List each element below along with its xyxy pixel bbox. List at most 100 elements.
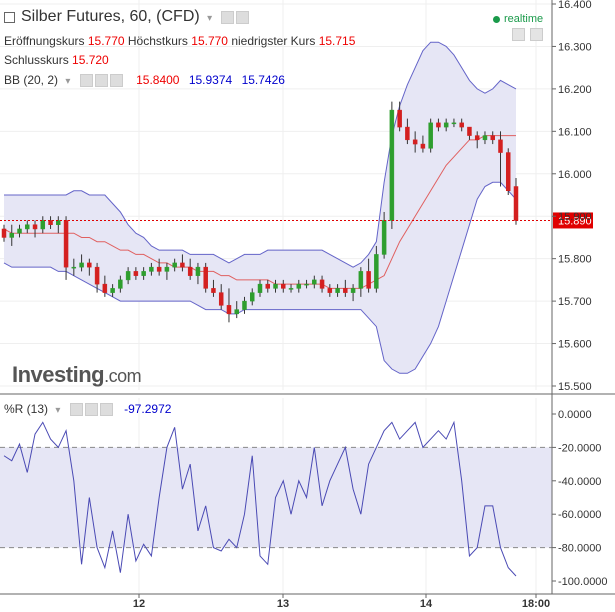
open-value: 15.770 xyxy=(87,34,125,48)
bb-band-fill xyxy=(4,42,516,374)
candle-down xyxy=(319,279,325,289)
open-label: Eröffnungskurs xyxy=(4,34,85,48)
candle-down xyxy=(436,122,441,128)
candle-up xyxy=(79,262,84,268)
candle-down xyxy=(48,220,53,225)
candle-up xyxy=(288,288,294,290)
candle-down xyxy=(498,139,503,153)
williams-r-panel xyxy=(0,420,552,577)
candle-up xyxy=(9,232,15,238)
candles xyxy=(0,101,552,323)
bb-lower-line xyxy=(3,181,517,374)
wr-legend: %R (13) ▾ -97.2972 xyxy=(4,402,171,417)
realtime-label: realtime xyxy=(504,13,544,25)
last-price-label: 15.890 xyxy=(558,215,592,227)
candle-down xyxy=(467,126,472,136)
candle-up xyxy=(195,266,201,276)
close-label: Schlusskurs xyxy=(4,53,69,67)
bb-upper-line xyxy=(4,41,517,268)
wr-tick-label: -80.0000 xyxy=(558,543,601,555)
candle-down xyxy=(156,266,162,272)
candle-down xyxy=(87,262,92,268)
candle-up xyxy=(335,288,340,293)
candle-up xyxy=(164,266,170,272)
investing-logo: Investing.com xyxy=(12,362,142,388)
candle-down xyxy=(459,122,464,128)
candle-down xyxy=(490,135,495,141)
x-tick-label: 12 xyxy=(133,598,145,610)
candle-up xyxy=(257,283,263,293)
candle-up xyxy=(110,288,115,293)
wr-tick-label: -20.0000 xyxy=(558,442,601,454)
candle-down xyxy=(474,135,480,141)
bb-label: BB (20, 2) xyxy=(4,73,59,87)
candle-up xyxy=(273,283,278,289)
close-line: Schlusskurs 15.720 xyxy=(4,53,109,67)
candle-up xyxy=(451,122,457,125)
candle-up xyxy=(125,271,131,281)
price-tick-label: 16.400 xyxy=(558,0,592,11)
candle-down xyxy=(211,288,216,293)
candle-down xyxy=(94,266,100,285)
candle-up xyxy=(374,254,379,289)
candle-up xyxy=(17,228,22,234)
candle-up xyxy=(482,135,488,141)
collapse-icon[interactable] xyxy=(4,12,15,24)
wr-close-icon[interactable] xyxy=(99,403,113,417)
settings-icon[interactable] xyxy=(236,11,250,25)
wr-tick-label: -100.0000 xyxy=(558,576,608,588)
candle-down xyxy=(180,262,185,268)
candle-up xyxy=(25,224,30,230)
wr-label: %R (13) xyxy=(4,402,49,416)
candle-down xyxy=(265,283,271,289)
bb-settings-icon[interactable] xyxy=(94,74,108,88)
candle-up xyxy=(389,109,395,221)
ohlc-line: Eröffnungskurs 15.770 Höchstkurs 15.770 … xyxy=(4,34,355,48)
candle-up xyxy=(172,262,177,268)
wr-line xyxy=(3,420,517,577)
candle-up xyxy=(40,220,46,230)
bb-mid-value: 15.8400 xyxy=(136,73,180,87)
visibility-icon[interactable] xyxy=(221,11,235,25)
candle-down xyxy=(505,152,511,192)
upload-icon[interactable] xyxy=(530,28,543,41)
candle-down xyxy=(397,109,402,128)
candle-down xyxy=(327,288,333,293)
candle-down xyxy=(187,266,193,276)
price-tick-label: 15.700 xyxy=(558,296,592,308)
wr-settings-icon[interactable] xyxy=(84,403,98,417)
last-price-tag xyxy=(553,212,593,229)
candle-down xyxy=(133,271,139,276)
price-tick-label: 16.300 xyxy=(558,41,592,53)
candle-down xyxy=(405,126,410,141)
price-tick-label: 15.500 xyxy=(558,381,592,393)
candle-down xyxy=(218,292,224,306)
bb-visibility-icon[interactable] xyxy=(79,74,93,88)
bb-close-icon[interactable] xyxy=(109,74,123,88)
candle-up xyxy=(304,283,309,286)
candle-up xyxy=(350,288,356,293)
dropdown-icon[interactable]: ▾ xyxy=(207,13,213,24)
candle-up xyxy=(296,283,302,289)
download-icon[interactable] xyxy=(512,28,525,41)
candle-up xyxy=(249,292,255,302)
bb-legend: BB (20, 2) ▾ 15.8400 15.9374 15.7426 xyxy=(4,73,285,88)
bb-upper-value: 15.9374 xyxy=(188,73,233,87)
bb-lower-value: 15.7426 xyxy=(241,73,285,87)
candle-up xyxy=(443,122,449,128)
candle-down xyxy=(32,224,38,230)
candle-up xyxy=(381,220,387,255)
candle-down xyxy=(343,288,348,293)
wr-dropdown-icon[interactable]: ▾ xyxy=(55,405,61,416)
wr-visibility-icon[interactable] xyxy=(69,403,83,417)
price-tick-label: 15.900 xyxy=(558,211,592,223)
realtime-badge: realtime xyxy=(493,13,543,25)
candle-up xyxy=(242,300,247,310)
price-tick-label: 16.000 xyxy=(558,169,592,181)
low-value: 15.715 xyxy=(318,34,356,48)
candle-up xyxy=(56,220,61,225)
candle-up xyxy=(358,271,364,289)
candle-down xyxy=(281,283,286,289)
bb-dropdown-icon[interactable]: ▾ xyxy=(65,76,71,87)
